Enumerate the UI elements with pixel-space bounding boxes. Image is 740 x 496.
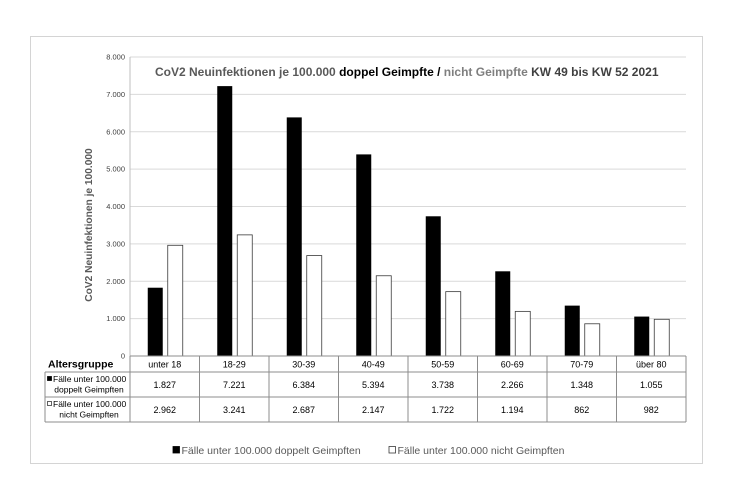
chart-title-part: KW 49 bis KW 52 2021 bbox=[528, 65, 659, 79]
table-cell: 7.221 bbox=[223, 380, 246, 390]
table-header-altersgruppe: Altersgruppe bbox=[48, 359, 114, 371]
table-cell: 2.147 bbox=[362, 405, 385, 415]
x-tick-label: 40-49 bbox=[362, 360, 385, 370]
table-cell: 1.827 bbox=[153, 380, 176, 390]
row-legend-key bbox=[47, 401, 52, 406]
y-tick-label: 6.000 bbox=[106, 127, 125, 136]
bar-series-2-1 bbox=[167, 244, 184, 357]
bar-series-2-5 bbox=[445, 291, 462, 357]
row-label-line-1: Fälle unter 100.000 bbox=[53, 374, 127, 384]
bar-series-2-8 bbox=[653, 318, 670, 357]
row-label-line-2: doppelt Geimpften bbox=[54, 385, 124, 395]
bar-series-1-4 bbox=[356, 154, 372, 356]
table-cell: 6.384 bbox=[292, 380, 315, 390]
table-cell: 982 bbox=[644, 405, 659, 415]
table-cell: 2.962 bbox=[153, 405, 176, 415]
legend-label: Fälle unter 100.000 doppelt Geimpften bbox=[182, 445, 361, 457]
table-cell: 862 bbox=[574, 405, 589, 415]
chart-title: CoV2 Neuinfektionen je 100.000 doppel Ge… bbox=[155, 65, 659, 79]
y-tick-label: 5.000 bbox=[106, 165, 125, 174]
bar-series-1-5 bbox=[425, 216, 441, 356]
x-tick-label: 70-79 bbox=[570, 360, 593, 370]
bar-series-1-6 bbox=[495, 271, 511, 356]
table-cell: 5.394 bbox=[362, 380, 385, 390]
x-tick-label: unter 18 bbox=[148, 360, 181, 370]
bar-series-2-2 bbox=[236, 234, 253, 357]
bar-series-1-1 bbox=[147, 287, 163, 356]
y-tick-label: 2.000 bbox=[106, 277, 125, 286]
bar-series-2-3 bbox=[306, 255, 323, 357]
table-cell: 1.194 bbox=[501, 405, 524, 415]
bar-series-1-7 bbox=[564, 305, 580, 356]
bar-series-1-2 bbox=[217, 86, 233, 357]
y-tick-label: 1.000 bbox=[106, 314, 125, 323]
y-tick-label: 0 bbox=[121, 352, 125, 361]
y-tick-label: 4.000 bbox=[106, 202, 125, 211]
table-cell: 3.241 bbox=[223, 405, 246, 415]
row-label-line-1: Fälle unter 100.000 bbox=[53, 399, 127, 409]
legend: Fälle unter 100.000 doppelt Geimpften Fäl… bbox=[172, 445, 565, 457]
bar-series-2-6 bbox=[514, 310, 531, 357]
bar-series-1-3 bbox=[286, 117, 302, 356]
y-tick-label: 3.000 bbox=[106, 239, 125, 248]
bar-series-2-7 bbox=[584, 323, 601, 357]
row-label-line-2: nicht Geimpften bbox=[59, 410, 119, 420]
chart-title-part: nicht Geimpfte bbox=[444, 65, 528, 79]
bar-series-2-4 bbox=[375, 275, 392, 357]
x-tick-label: 30-39 bbox=[292, 360, 315, 370]
table-cell: 1.055 bbox=[640, 380, 663, 390]
x-tick-label: 18-29 bbox=[223, 360, 246, 370]
legend-key bbox=[172, 446, 180, 454]
y-tick-label: 7.000 bbox=[106, 90, 125, 99]
chart-title-part: CoV2 Neuinfektionen je 100.000 bbox=[155, 65, 339, 79]
x-tick-label: 60-69 bbox=[501, 360, 524, 370]
table-cell: 2.266 bbox=[501, 380, 524, 390]
chart-title-part: doppel Geimpfte bbox=[339, 65, 434, 79]
legend-label: Fälle unter 100.000 nicht Geimpften bbox=[398, 445, 565, 457]
row-legend-key bbox=[47, 376, 52, 381]
bars bbox=[147, 86, 670, 357]
table-cell: 2.687 bbox=[292, 405, 315, 415]
legend-key bbox=[388, 446, 396, 454]
chart-title-part: / bbox=[434, 65, 444, 79]
y-tick-label: 8.000 bbox=[106, 53, 125, 62]
x-tick-label: 50-59 bbox=[431, 360, 454, 370]
table-cell: 1.722 bbox=[431, 405, 454, 415]
data-table: unter 18 18-29 30-39 40-49 50-59 60-69 70-79 üb… bbox=[44, 355, 687, 423]
x-tick-label: über 80 bbox=[636, 360, 667, 370]
y-axis-title: CoV2 Neuinfektionen je 100.000 bbox=[84, 148, 95, 302]
table-cell: 3.738 bbox=[431, 380, 454, 390]
bar-series-1-8 bbox=[634, 316, 650, 356]
table-cell: 1.348 bbox=[570, 380, 593, 390]
